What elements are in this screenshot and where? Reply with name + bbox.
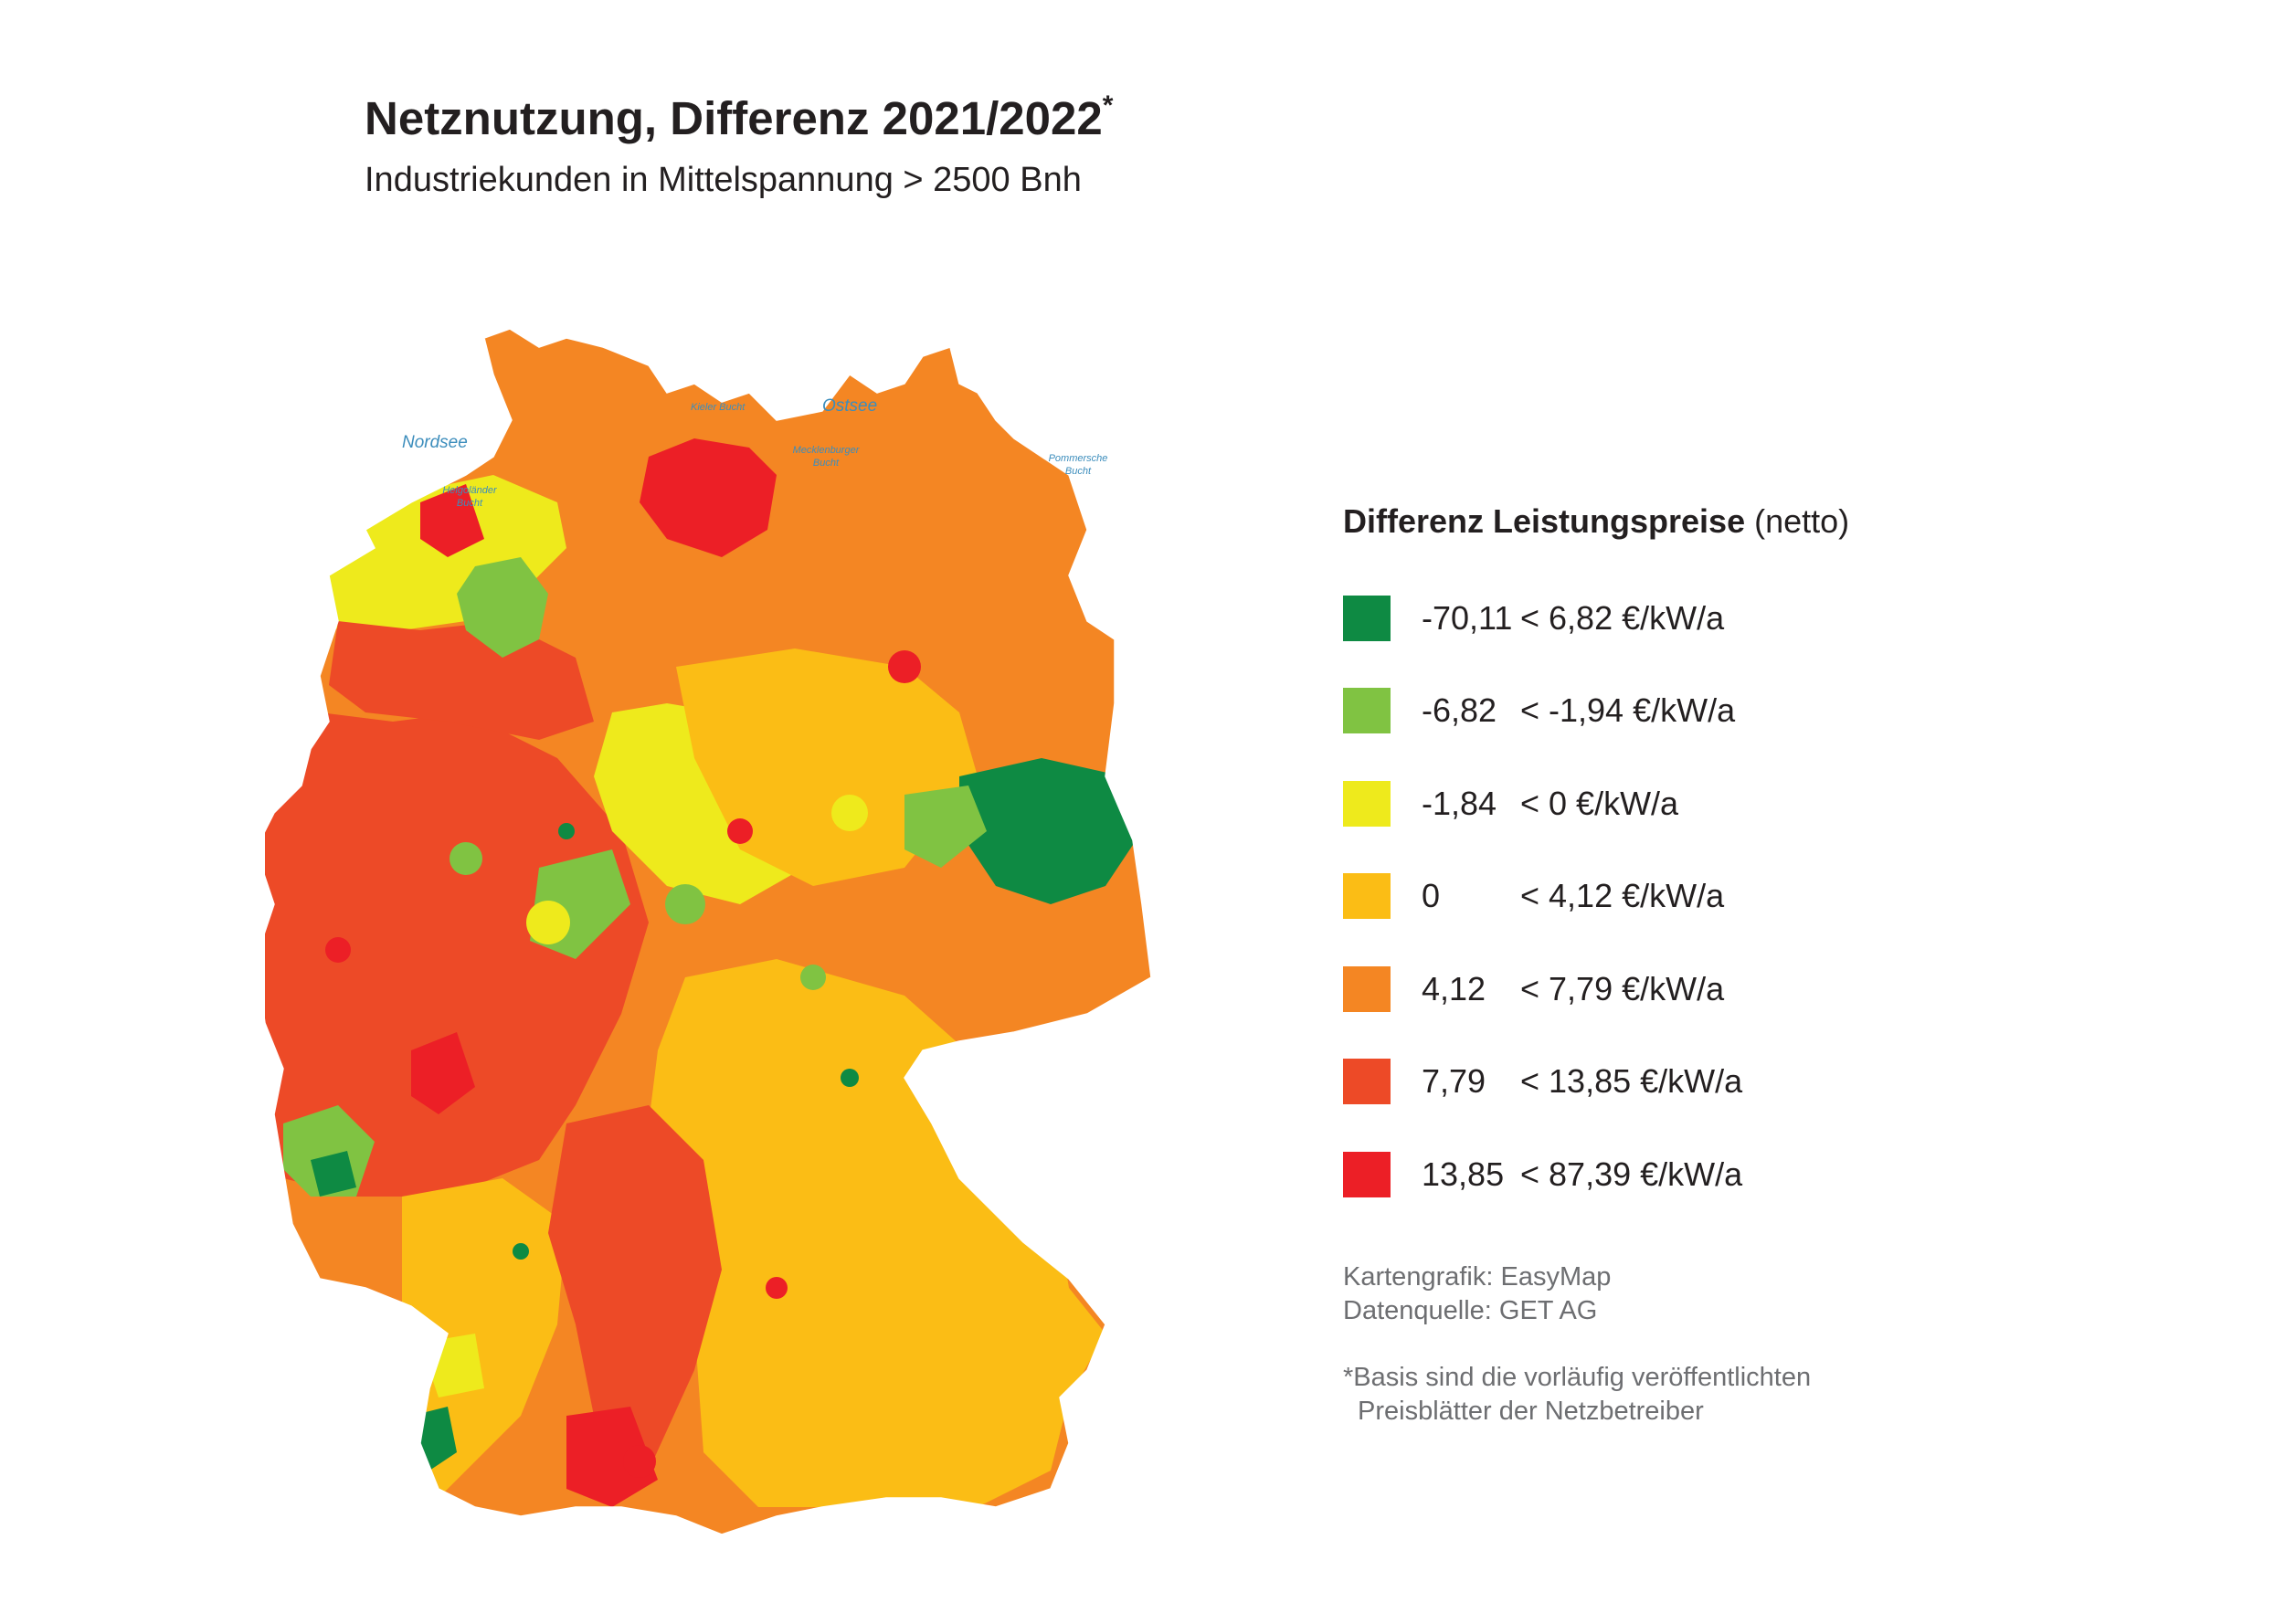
footnote: *Basis sind die vorläufig veröffentlicht… — [1343, 1361, 1811, 1429]
legend-range-high: < 13,85 €/kW/a — [1520, 1062, 1743, 1101]
legend-range-high: < -1,94 €/kW/a — [1520, 691, 1736, 730]
legend: Differenz Leistungspreise (netto) -70,11… — [1343, 502, 2074, 1221]
label-ostsee: Ostsee — [822, 396, 877, 416]
label-nordsee: Nordsee — [402, 433, 468, 452]
credits: Kartengrafik: EasyMap Datenquelle: GET A… — [1343, 1260, 1611, 1328]
germany-choropleth-map: Nordsee Ostsee Kieler Bucht Helgoländer … — [265, 328, 1152, 1535]
legend-range-low: 0 — [1422, 877, 1441, 915]
map-title: Netznutzung, Differenz 2021/2022* — [365, 90, 1114, 144]
map-subtitle: Industriekunden in Mittelspannung > 2500… — [365, 161, 1082, 199]
label-mecklenburger-bucht-1: Mecklenburger — [793, 445, 861, 456]
legend-item: 4,12 < 7,79 €/kW/a — [1343, 943, 2074, 1036]
credit-data-source: Datenquelle: GET AG — [1343, 1296, 1598, 1325]
legend-range-high: < 6,82 €/kW/a — [1520, 598, 1725, 637]
legend-swatch — [1343, 595, 1391, 641]
legend-item: -70,11 < 6,82 €/kW/a — [1343, 572, 2074, 665]
legend-rows: -70,11 < 6,82 €/kW/a -6,82 < -1,94 €/kW/a -1… — [1343, 572, 2074, 1221]
legend-swatch — [1343, 873, 1391, 920]
legend-range-low: 4,12 — [1422, 969, 1486, 1007]
label-mecklenburger-bucht-2: Bucht — [813, 458, 840, 469]
legend-item: 13,85 < 87,39 €/kW/a — [1343, 1128, 2074, 1221]
legend-swatch — [1343, 1151, 1391, 1197]
legend-range-low: -70,11 — [1422, 598, 1513, 637]
title-asterisk: * — [1102, 90, 1114, 121]
legend-title-rest: (netto) — [1745, 502, 1850, 540]
legend-item: -1,84 < 0 €/kW/a — [1343, 757, 2074, 850]
legend-item: 0 < 4,12 €/kW/a — [1343, 850, 2074, 944]
legend-range-high: < 4,12 €/kW/a — [1520, 877, 1725, 915]
germany-outline — [265, 328, 1152, 1535]
legend-swatch — [1343, 780, 1391, 827]
legend-swatch — [1343, 688, 1391, 734]
credit-map-graphic: Kartengrafik: EasyMap — [1343, 1262, 1612, 1292]
legend-title: Differenz Leistungspreise (netto) — [1343, 502, 2074, 541]
legend-item: -6,82 < -1,94 €/kW/a — [1343, 665, 2074, 758]
legend-range-low: 13,85 — [1422, 1155, 1505, 1193]
legend-item: 7,79 < 13,85 €/kW/a — [1343, 1036, 2074, 1129]
legend-range-high: < 0 €/kW/a — [1520, 784, 1679, 822]
footnote-line-1: *Basis sind die vorläufig veröffentlicht… — [1343, 1363, 1812, 1392]
legend-swatch — [1343, 965, 1391, 1012]
legend-title-bold: Differenz Leistungspreise — [1343, 502, 1746, 540]
region-fills — [265, 329, 1151, 1534]
label-kieler-bucht: Kieler Bucht — [691, 402, 746, 413]
legend-range-low: 7,79 — [1422, 1062, 1486, 1101]
footnote-line-2: Preisblätter der Netzbetreiber — [1358, 1397, 1704, 1426]
label-pommersche-bucht-1: Pommersche — [1049, 453, 1108, 464]
label-helgolaender-bucht-1: Helgoländer — [442, 485, 498, 496]
legend-range-low: -1,84 — [1422, 784, 1497, 822]
legend-range-high: < 7,79 €/kW/a — [1520, 969, 1725, 1007]
label-pommersche-bucht-2: Bucht — [1065, 466, 1092, 477]
legend-range-low: -6,82 — [1422, 691, 1497, 730]
legend-range-high: < 87,39 €/kW/a — [1520, 1155, 1743, 1193]
legend-swatch — [1343, 1059, 1391, 1105]
label-helgolaender-bucht-2: Bucht — [457, 498, 483, 509]
